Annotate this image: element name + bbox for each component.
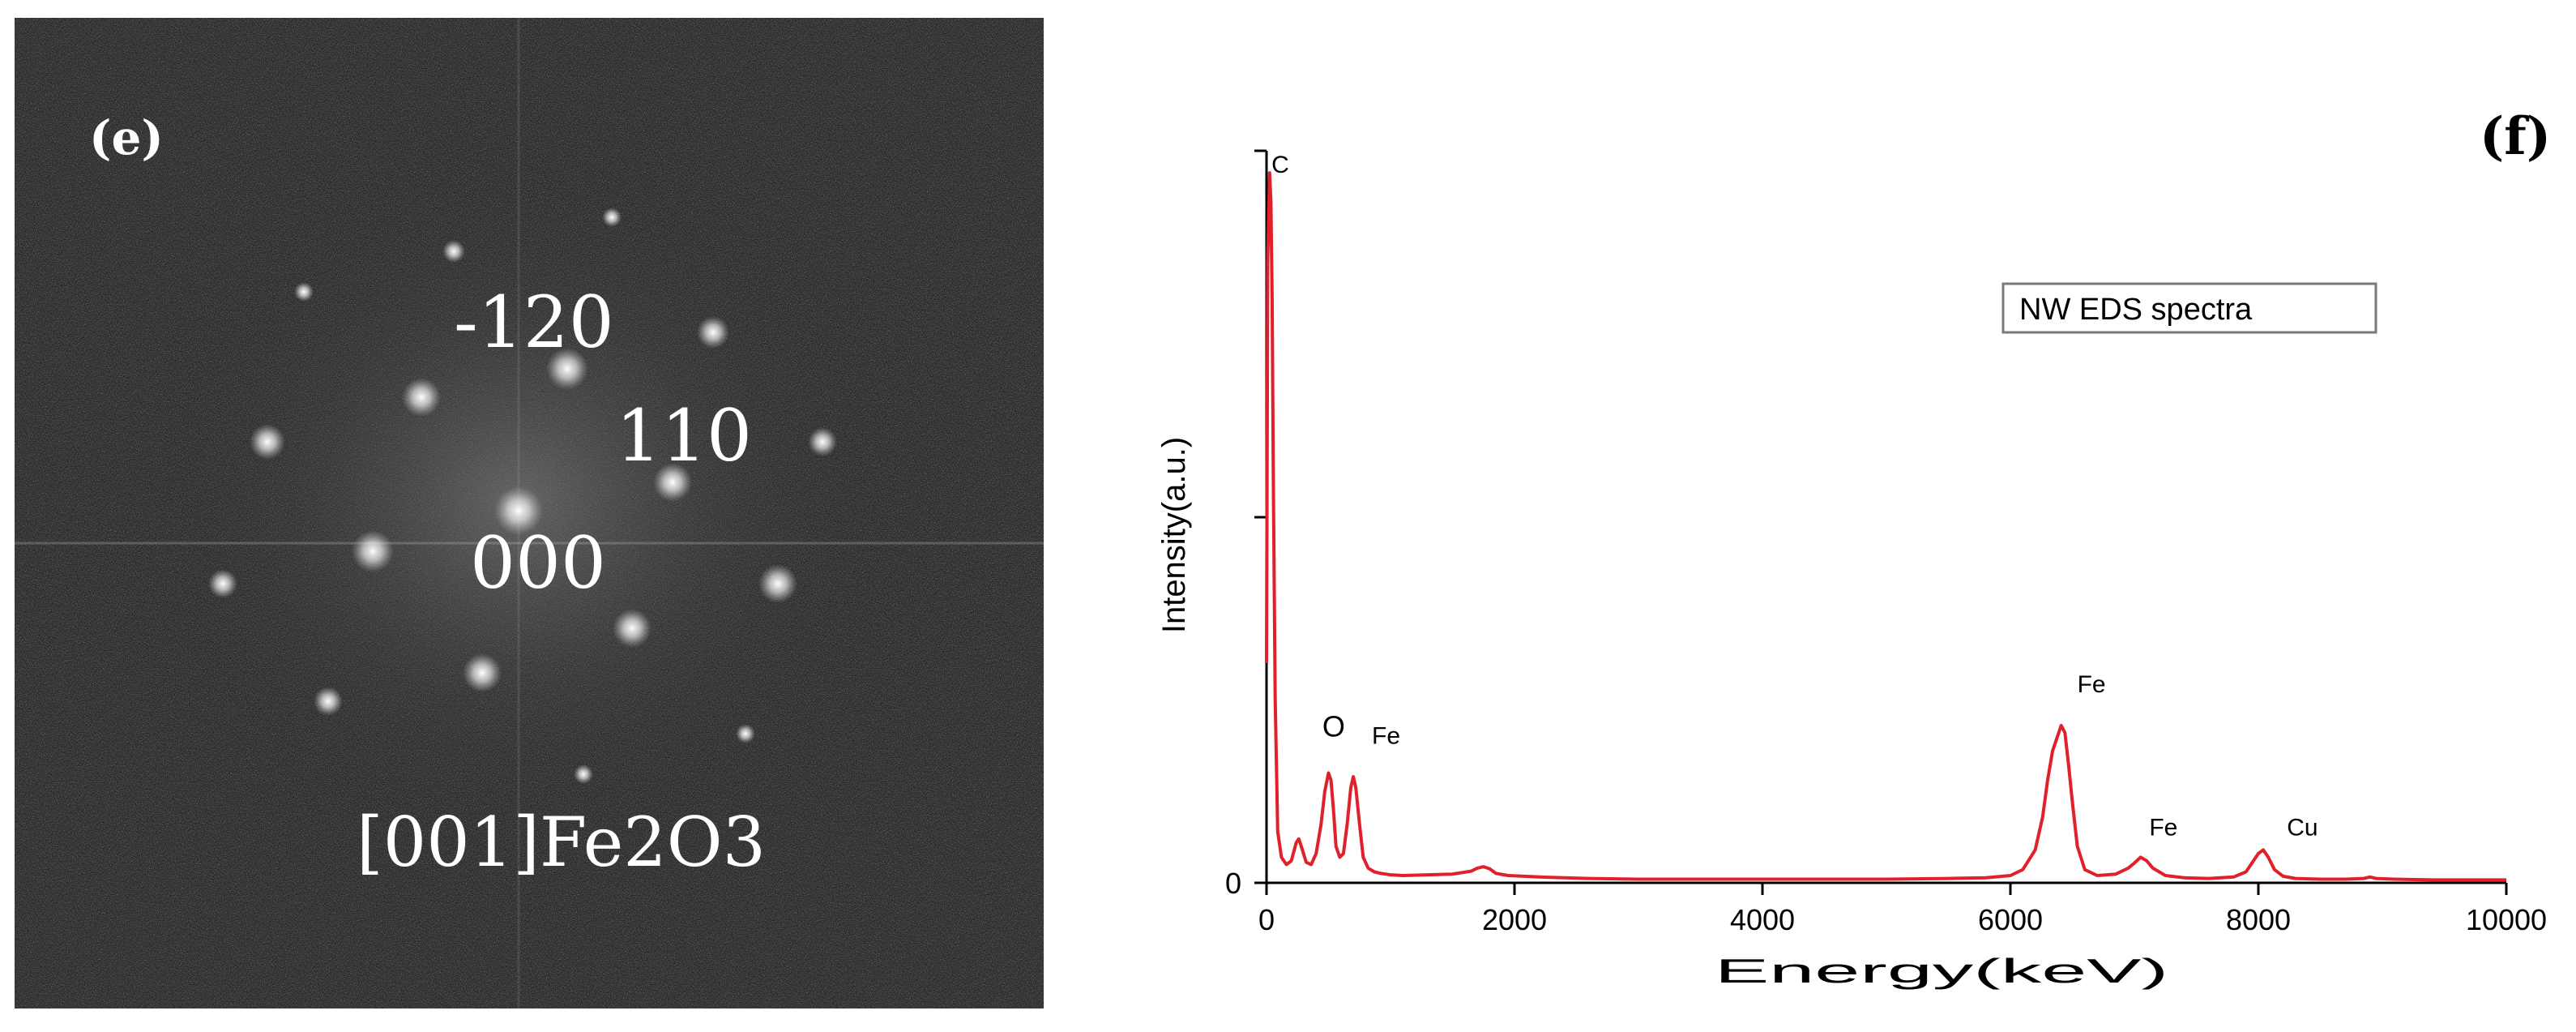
legend: NW EDS spectra (2001, 282, 2377, 334)
diffraction-spot (294, 282, 314, 302)
peak-label: Fe (2149, 814, 2177, 841)
diffraction-spots (208, 208, 837, 784)
x-tick-label: 4000 (1730, 903, 1795, 936)
peak-labels: C O Fe Fe Fe Cu (1271, 152, 2318, 841)
x-tick-label: 8000 (2226, 903, 2291, 936)
legend-box (2001, 282, 2377, 334)
peak-label: Fe (2078, 671, 2106, 698)
x-axis-label: Energy(keV) (1715, 952, 2168, 990)
panel-label-e: (e) (89, 110, 164, 165)
x-tick-label: 2000 (1482, 903, 1547, 936)
spot-label-110: 110 (616, 394, 752, 477)
panel-label-f: (f) (2480, 106, 2551, 167)
diffraction-spot (697, 316, 729, 349)
y-axis-ticks (1254, 149, 1267, 884)
diffraction-spot (250, 424, 285, 460)
peak-label: Cu (2287, 814, 2318, 841)
diffraction-spot (463, 653, 502, 692)
diffraction-spot (736, 724, 755, 743)
eds-chart: (f) 0 0 2000 4000 6000 8000 10000 Energy(keV)… (1156, 106, 2551, 990)
diffraction-spot (653, 463, 692, 502)
diffraction-spot (442, 240, 465, 263)
diffraction-spot (758, 564, 797, 603)
x-axis-ticks: 0 2000 4000 6000 8000 10000 (1258, 883, 2547, 936)
diffraction-spot (602, 208, 622, 227)
peak-label: Fe (1372, 722, 1400, 749)
x-tick-label: 0 (1258, 903, 1275, 936)
diffraction-panel: (e) -120 110 000 [001]Fe2O3 (15, 18, 1044, 1008)
diffraction-spot (314, 687, 343, 716)
diffraction-spot (402, 378, 441, 417)
peak-label: O (1322, 709, 1345, 743)
diffraction-spot (208, 569, 237, 598)
y-tick-label-0: 0 (1225, 867, 1241, 900)
x-tick-label: 10000 (2466, 903, 2547, 936)
legend-text: NW EDS spectra (2019, 293, 2253, 327)
diffraction-spot (352, 530, 394, 572)
diffraction-spot (494, 486, 543, 535)
zone-axis-label: [001]Fe2O3 (357, 803, 766, 882)
spot-label-000: 000 (470, 521, 606, 605)
series-line-eds (1265, 171, 2506, 882)
diffraction-spot (574, 764, 593, 784)
peak-label: C (1271, 152, 1289, 178)
spot-label-m120: -120 (454, 280, 614, 364)
x-tick-label: 6000 (1978, 903, 2043, 936)
diffraction-spot (546, 348, 588, 390)
y-axis-label: Intensity(a.u.) (1156, 437, 1192, 633)
diffraction-spot (808, 427, 837, 456)
diffraction-spot (613, 609, 651, 648)
